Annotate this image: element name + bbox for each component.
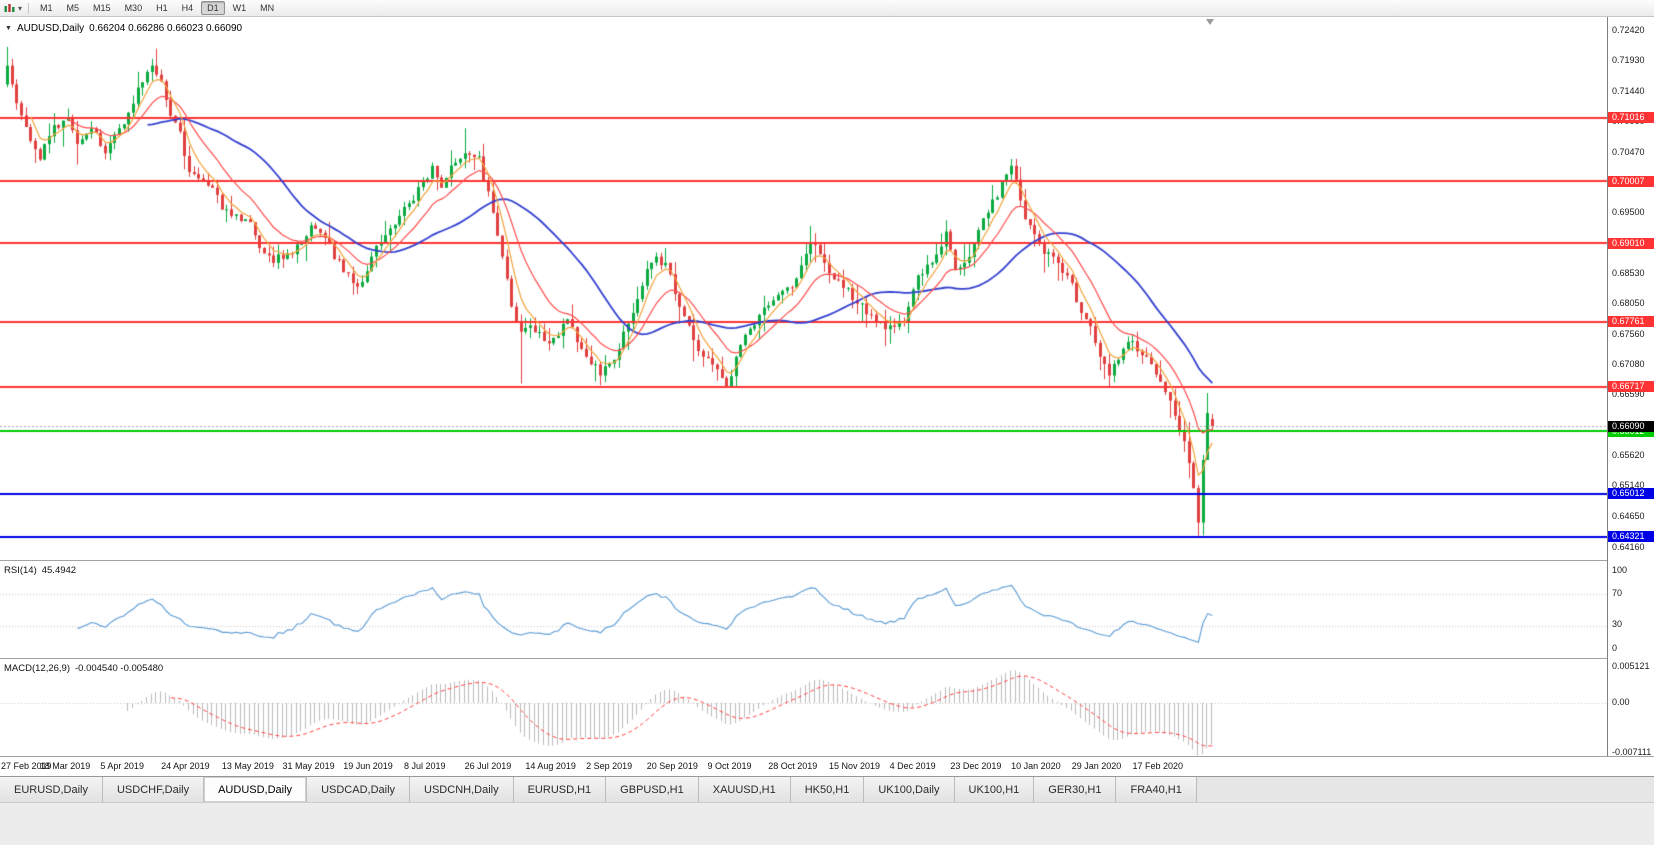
timeframe-button-m15[interactable]: M15 bbox=[93, 3, 111, 13]
price-line-tag: 0.71016 bbox=[1608, 112, 1654, 124]
date-label: 8 Jul 2019 bbox=[403, 761, 446, 771]
chart-tab-ger30-h1[interactable]: GER30,H1 bbox=[1034, 777, 1117, 802]
time-axis[interactable]: 27 Feb 2019 18 Mar 2019 5 Apr 2019 24 Apr 2… bbox=[0, 756, 1654, 776]
price-line-tag: 0.69010 bbox=[1608, 237, 1654, 249]
timeframe-button-h1[interactable]: H1 bbox=[156, 3, 168, 13]
rsi-panel: RSI(14) 45.4942 bbox=[0, 560, 1654, 658]
chart-tab-audusd-daily[interactable]: AUDUSD,Daily bbox=[204, 777, 308, 802]
macd-values: -0.004540 -0.005480 bbox=[75, 663, 164, 674]
price-tick-label: 0.67080 bbox=[1612, 358, 1645, 369]
timeframe-button-m1[interactable]: M1 bbox=[40, 3, 53, 13]
price-line-tag: 0.64321 bbox=[1608, 531, 1654, 543]
price-tick-label: 0.65140 bbox=[1612, 480, 1645, 491]
price-tick-label: 0.71930 bbox=[1612, 55, 1645, 66]
price-axis[interactable]: 0.724200.719300.714400.709600.704700.699… bbox=[1607, 17, 1654, 756]
rsi-tick-label: 0 bbox=[1612, 642, 1618, 653]
rsi-tick-label: 30 bbox=[1612, 619, 1623, 630]
price-tick-label: 0.64650 bbox=[1612, 510, 1645, 521]
chart-tab-eurusd-daily[interactable]: EURUSD,Daily bbox=[0, 777, 103, 802]
price-tick-label: 0.68050 bbox=[1612, 298, 1645, 309]
rsi-canvas[interactable] bbox=[0, 561, 1607, 658]
chart-tab-fra40-h1[interactable]: FRA40,H1 bbox=[1116, 777, 1197, 802]
timeframe-button-m5[interactable]: M5 bbox=[66, 3, 80, 13]
price-tick-label: 0.65620 bbox=[1612, 450, 1645, 461]
timeframe-button-mn[interactable]: MN bbox=[260, 3, 275, 13]
price-tick-label: 0.70470 bbox=[1612, 146, 1645, 157]
chart-periods-icon[interactable] bbox=[4, 3, 17, 14]
rsi-tick-label: 70 bbox=[1612, 587, 1623, 598]
date-label: 31 May 2019 bbox=[282, 761, 335, 771]
date-label: 23 Dec 2019 bbox=[950, 761, 1002, 771]
timeframe-button-w1[interactable]: W1 bbox=[232, 3, 247, 13]
chart-tab-hk50-h1[interactable]: HK50,H1 bbox=[790, 777, 865, 802]
chart-tab-eurusd-h1[interactable]: EURUSD,H1 bbox=[513, 777, 607, 802]
price-tick-label: 0.64160 bbox=[1612, 541, 1645, 552]
main-chart-canvas[interactable] bbox=[0, 17, 1607, 560]
price-line-tag: 0.70007 bbox=[1608, 175, 1654, 187]
chart-ohlc-readout: 0.66204 0.66286 0.66023 0.66090 bbox=[89, 23, 243, 34]
chart-tab-xauusd-h1[interactable]: XAUUSD,H1 bbox=[698, 777, 791, 802]
macd-label: MACD(12,26,9) -0.004540 -0.005480 bbox=[4, 663, 163, 674]
chart-symbol-period: AUDUSD,Daily bbox=[16, 23, 85, 34]
price-line-tag: 0.67761 bbox=[1608, 316, 1654, 328]
chart-tab-uk100-daily[interactable]: UK100,Daily bbox=[864, 777, 955, 802]
date-label: 15 Nov 2019 bbox=[828, 761, 880, 771]
macd-tick-label: 0.005121 bbox=[1612, 660, 1650, 671]
rsi-label: RSI(14) 45.4942 bbox=[4, 565, 76, 576]
date-label: 13 May 2019 bbox=[221, 761, 274, 771]
date-label: 2 Sep 2019 bbox=[586, 761, 633, 771]
timeframe-button-m30[interactable]: M30 bbox=[124, 3, 143, 13]
one-click-trading-toggle[interactable]: ▼ bbox=[5, 25, 12, 32]
chart-tab-bar: EURUSD,Daily USDCHF,Daily AUDUSD,Daily USDC… bbox=[0, 776, 1654, 802]
timeframe-button-d1[interactable]: D1 bbox=[201, 1, 225, 15]
price-tick-label: 0.67560 bbox=[1612, 328, 1645, 339]
chart-shift-marker[interactable] bbox=[1206, 19, 1214, 25]
macd-name: MACD(12,26,9) bbox=[4, 663, 70, 674]
price-tick-label: 0.68530 bbox=[1612, 267, 1645, 278]
chart-tab-gbpusd-h1[interactable]: GBPUSD,H1 bbox=[606, 777, 699, 802]
macd-tick-label: 0.00 bbox=[1612, 696, 1630, 707]
date-label: 5 Apr 2019 bbox=[100, 761, 144, 771]
timeframe-toolbar: M1 M5 M15 M30 H1 H4 D1 W1 MN bbox=[33, 1, 281, 15]
price-line-tag: 0.65012 bbox=[1608, 488, 1654, 500]
price-line-tag: 0.66717 bbox=[1608, 381, 1654, 393]
main-chart-panel: ▼ AUDUSD,Daily 0.66204 0.66286 0.66023 0… bbox=[0, 17, 1654, 560]
chart-tab-usdcad-daily[interactable]: USDCAD,Daily bbox=[307, 777, 411, 802]
chart-tab-usdcnh-daily[interactable]: USDCNH,Daily bbox=[410, 777, 514, 802]
price-tick-label: 0.69500 bbox=[1612, 207, 1645, 218]
date-label: 29 Jan 2020 bbox=[1071, 761, 1122, 771]
date-label: 19 Jun 2019 bbox=[343, 761, 393, 771]
rsi-value: 45.4942 bbox=[41, 565, 77, 576]
date-label: 26 Jul 2019 bbox=[464, 761, 512, 771]
rsi-tick-label: 100 bbox=[1612, 564, 1628, 575]
date-label: 10 Jan 2020 bbox=[1011, 761, 1061, 771]
date-label: 20 Sep 2019 bbox=[646, 761, 698, 771]
date-label: 14 Aug 2019 bbox=[525, 761, 576, 771]
macd-canvas[interactable] bbox=[0, 659, 1607, 756]
rsi-name: RSI(14) bbox=[4, 565, 37, 576]
date-label: 17 Feb 2020 bbox=[1132, 761, 1184, 771]
date-label: 18 Mar 2019 bbox=[39, 761, 91, 771]
chart-tab-uk100-h1[interactable]: UK100,H1 bbox=[954, 777, 1035, 802]
current-price-tag: 0.66090 bbox=[1608, 420, 1654, 432]
macd-panel: MACD(12,26,9) -0.004540 -0.005480 bbox=[0, 658, 1654, 756]
price-tick-label: 0.72420 bbox=[1612, 24, 1645, 35]
date-label: 9 Oct 2019 bbox=[707, 761, 752, 771]
toolbar-separator bbox=[28, 2, 30, 14]
top-toolbar: ▾ M1 M5 M15 M30 H1 H4 D1 W1 MN bbox=[0, 0, 1654, 17]
date-label: 27 Feb 2019 bbox=[1, 761, 52, 771]
date-label: 28 Oct 2019 bbox=[768, 761, 818, 771]
date-label: 24 Apr 2019 bbox=[161, 761, 210, 771]
price-tick-label: 0.71440 bbox=[1612, 85, 1645, 96]
chart-title: ▼ AUDUSD,Daily 0.66204 0.66286 0.66023 0… bbox=[5, 23, 242, 34]
dropdown-caret-icon[interactable]: ▾ bbox=[18, 3, 23, 13]
bottom-filler bbox=[0, 802, 1654, 845]
timeframe-button-h4[interactable]: H4 bbox=[181, 3, 194, 13]
date-label: 4 Dec 2019 bbox=[889, 761, 936, 771]
price-tick-label: 0.66590 bbox=[1612, 389, 1645, 400]
chart-tab-usdchf-daily[interactable]: USDCHF,Daily bbox=[102, 777, 205, 802]
macd-tick-label: -0.007111 bbox=[1612, 746, 1652, 757]
